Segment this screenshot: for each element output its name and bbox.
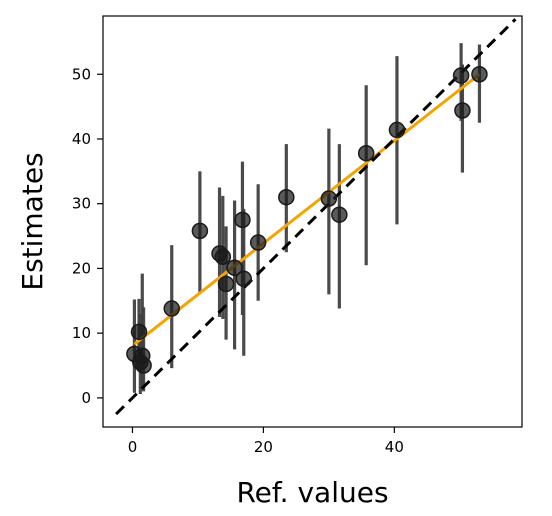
identity-line (115, 18, 517, 416)
ticks-layer: 0 20 40 0 10 20 30 40 50 (72, 65, 404, 456)
data-point-6 (191, 222, 209, 240)
data-point-4 (135, 357, 152, 374)
y-tick-label-10: 10 (72, 324, 91, 342)
y-tick-label-30: 30 (72, 195, 91, 213)
lines-layer (115, 18, 517, 416)
data-point-15 (320, 190, 338, 207)
x-axis-title: Ref. values (236, 476, 388, 509)
points-layer (126, 66, 488, 374)
data-point-12 (235, 270, 253, 288)
data-point-13 (249, 234, 267, 251)
x-tick-label-40: 40 (385, 438, 404, 456)
data-point-21 (471, 66, 488, 83)
fit-line (133, 73, 481, 346)
data-point-11 (234, 211, 251, 229)
y-tick-label-20: 20 (72, 259, 91, 277)
data-point-19 (452, 67, 470, 84)
plot-frame (102, 15, 523, 428)
data-point-10 (226, 259, 243, 277)
y-tick-label-40: 40 (72, 130, 91, 148)
data-point-16 (331, 206, 348, 223)
data-point-8 (214, 248, 232, 266)
y-tick-label-50: 50 (72, 65, 91, 83)
data-point-5 (163, 300, 180, 317)
data-point-14 (278, 188, 295, 206)
y-axis-title: Estimates (16, 152, 49, 290)
errorbars-layer (132, 43, 482, 394)
x-tick-label-0: 0 (128, 438, 138, 456)
data-point-17 (357, 144, 375, 162)
data-point-20 (454, 102, 471, 119)
data-point-18 (388, 121, 406, 139)
data-point-1 (130, 323, 148, 341)
y-tick-label-0: 0 (81, 389, 91, 407)
x-tick-label-20: 20 (254, 438, 273, 456)
data-point-9 (217, 275, 235, 293)
